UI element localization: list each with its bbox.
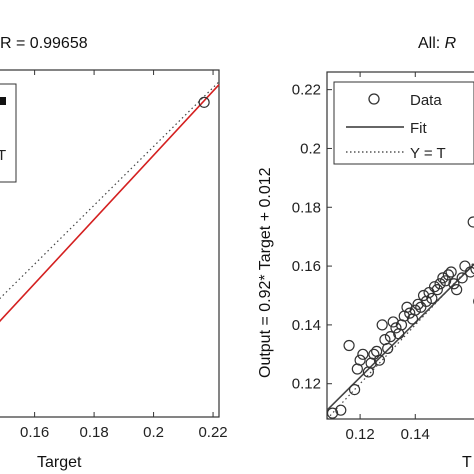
left-plot-frame [0,69,220,418]
right-y-tick-label: 0.14 [292,317,321,334]
right-title: All: R [418,35,457,52]
right-data-point [470,263,474,275]
right-ticks: 0.12 0.14 0.12 0.14 0.16 0.18 0.2 0.22 [292,72,430,443]
right-data-point [456,272,468,284]
right-x-tick-label: 0.14 [401,426,430,443]
right-data-point [464,266,474,278]
left-legend-marker-icon [0,97,6,105]
right-data-point [434,278,446,290]
right-panel: All: R 0.12 0.14 0.12 0.14 0.16 0.18 0.2 0.22 O… [257,35,474,471]
left-x-tick-label: 0.22 [198,424,227,441]
right-data-point [428,281,441,293]
right-title-prefix: All: [418,35,445,52]
right-data-point [448,278,460,290]
left-x-tick-label: 0.2 [143,424,164,441]
right-data-point [437,272,449,284]
right-y-tick-label: 0.2 [300,140,321,157]
right-identity-line [326,261,474,420]
right-data-point [445,266,457,278]
right-series [326,216,474,420]
right-data-point [426,292,438,305]
right-legend-box [333,81,474,165]
right-x-tick-label: 0.12 [346,426,375,443]
right-data-point [451,284,463,296]
right-y-tick-label: 0.22 [292,82,321,99]
left-series [0,81,220,323]
right-title-r: R [445,35,457,52]
right-data-point [467,216,474,228]
left-panel: R = 0.99658 0.16 0.18 0.2 0.22 T Target [0,35,228,471]
right-data-point [348,383,361,396]
right-data-point [409,304,421,316]
right-data-point [368,348,380,360]
right-data-point [376,319,388,331]
right-data-point [335,404,347,416]
left-legend-box [0,83,17,183]
right-legend: Data Fit Y = T [333,81,474,165]
right-data-point [382,342,394,355]
right-data-point [343,339,355,352]
left-data-point [198,96,210,108]
right-data-point [404,307,416,319]
right-plot-frame [326,71,474,420]
right-legend-entry-fit: Fit [410,120,427,137]
left-legend-entry-identity: T [0,147,6,164]
right-fit-line [326,263,474,411]
right-data-point [431,284,443,296]
right-data-point [373,354,386,366]
right-legend-entry-identity: Y = T [410,145,446,162]
right-y-tick-label: 0.12 [292,376,321,393]
right-data-point [357,348,369,360]
left-x-tick-label: 0.18 [79,424,108,441]
right-data-point [442,269,454,281]
right-y-tick-label: 0.18 [292,199,321,216]
left-title: R = 0.99658 [0,35,88,52]
left-x-ticks: 0.16 0.18 0.2 0.22 [20,70,228,441]
left-fit-line [0,84,220,323]
right-data-point [354,354,366,366]
right-data-point [390,322,402,334]
right-y-tick-label: 0.16 [292,258,321,275]
left-x-tick-label: 0.16 [20,424,49,441]
right-x-label: T [462,454,472,471]
left-legend: T [0,83,17,183]
left-x-label: Target [37,454,82,471]
right-legend-entry-data: Data [410,92,442,109]
right-data-point [459,260,471,272]
right-y-label: Output = 0.92* Target + 0.012 [257,167,274,378]
legend-data-marker-icon [368,93,380,105]
left-identity-line [0,81,220,300]
